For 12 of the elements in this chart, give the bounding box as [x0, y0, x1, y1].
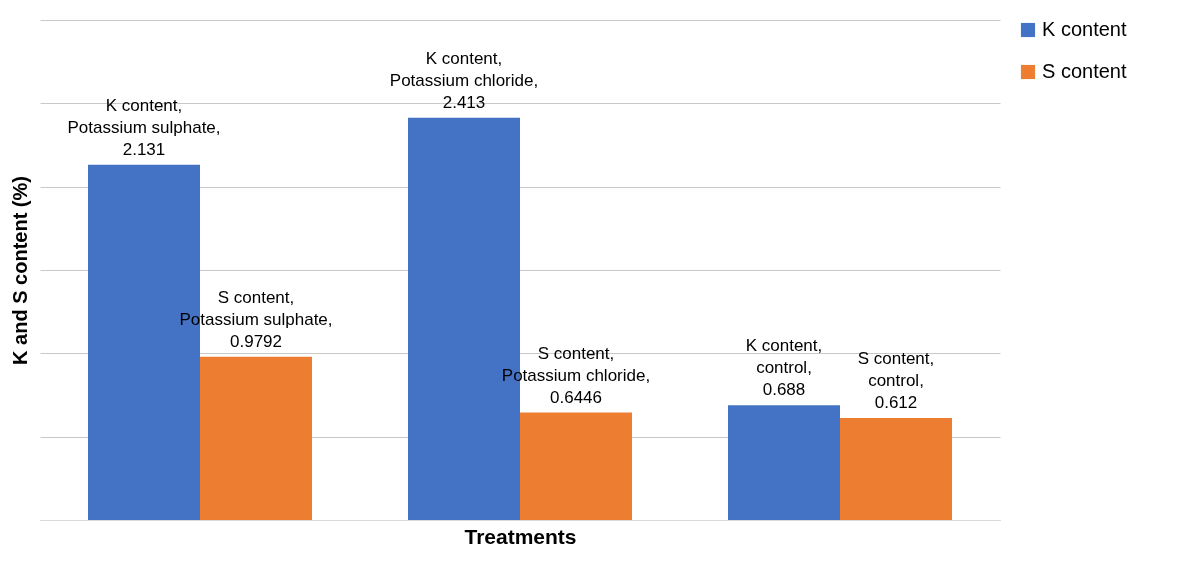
data-label: S content, control, 0.612 — [857, 349, 935, 412]
x-axis-title: Treatments — [464, 524, 577, 548]
data-label: K content, Potassium sulphate, 2.131 — [67, 95, 221, 159]
bar — [520, 412, 632, 520]
data-label: K content, Potassium chloride, 2.413 — [389, 48, 539, 112]
bar — [728, 405, 840, 520]
legend-label: S content — [1042, 60, 1127, 82]
data-label: K content, control, 0.688 — [745, 336, 823, 400]
legend-label: K content — [1042, 18, 1127, 40]
bar — [840, 418, 952, 520]
y-axis-title: K and S content (%) — [8, 176, 31, 365]
bar — [200, 356, 312, 520]
